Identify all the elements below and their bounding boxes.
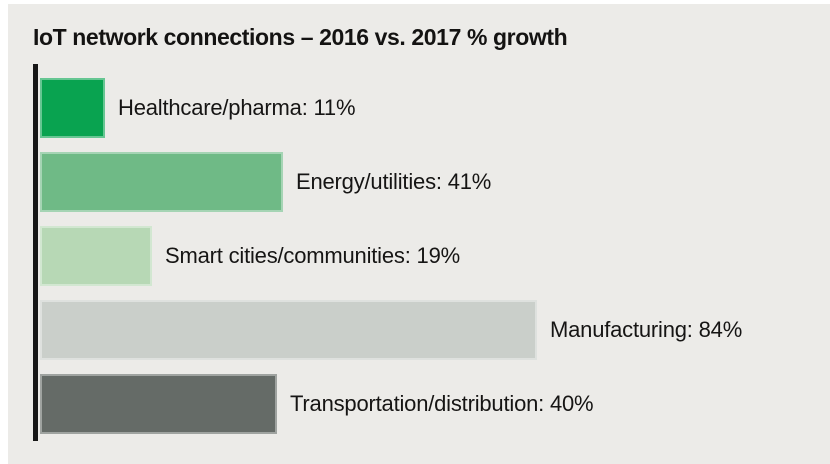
bar-label: Energy/utilities: 41% (296, 169, 492, 194)
bar-label: Healthcare/pharma: 11% (118, 95, 356, 120)
chart-title: IoT network connections – 2016 vs. 2017 … (33, 24, 568, 50)
bar-row: Smart cities/communities: 19% (40, 226, 822, 286)
bar (40, 226, 152, 286)
bar-row: Healthcare/pharma: 11% (40, 78, 822, 138)
bar (40, 78, 105, 138)
bar (40, 300, 537, 360)
bar-label: Manufacturing: 84% (550, 317, 743, 342)
chart-panel: IoT network connections – 2016 vs. 2017 … (8, 4, 830, 464)
bar-row: Energy/utilities: 41% (40, 152, 822, 212)
bar (40, 374, 277, 434)
bar-label: Smart cities/communities: 19% (165, 243, 460, 268)
bar-row: Transportation/distribution: 40% (40, 374, 822, 434)
bars-container: Healthcare/pharma: 11% Energy/utilities: … (40, 78, 822, 448)
bar (40, 152, 283, 212)
bar-label: Transportation/distribution: 40% (290, 391, 594, 416)
bar-row: Manufacturing: 84% (40, 300, 822, 360)
y-axis-line (33, 64, 38, 441)
